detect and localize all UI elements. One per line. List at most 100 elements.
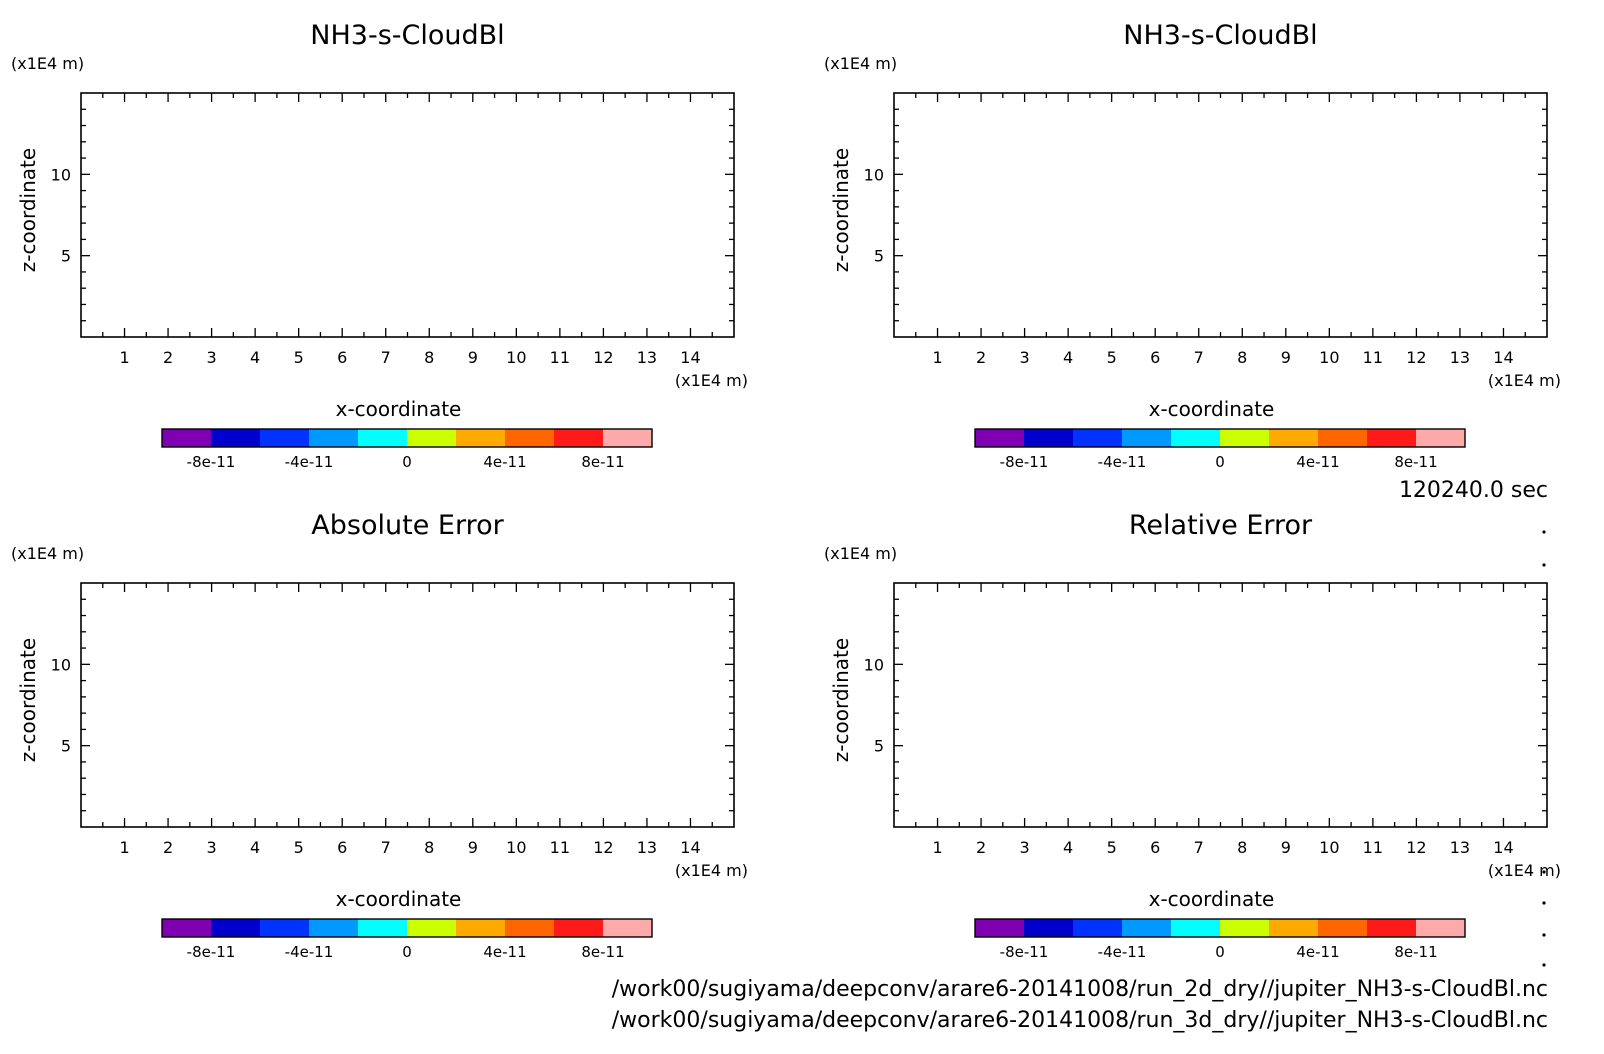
- x-tick-label: 10: [506, 348, 526, 367]
- x-unit-label: (x1E4 m): [1488, 861, 1561, 880]
- x-tick-label: 2: [163, 348, 173, 367]
- colorbar: -8e-11 -4e-11 0 4e-11 8e-11: [161, 428, 653, 471]
- y-tick-label: 5: [874, 737, 884, 756]
- x-tick-label: 8: [1237, 348, 1247, 367]
- colorbar-swatch: [554, 429, 604, 447]
- colorbar-swatch: [1171, 429, 1221, 447]
- colorbar-swatch: [1416, 429, 1466, 447]
- colorbar-label: 0: [1215, 453, 1225, 471]
- x-axis-label: x-coordinate: [1149, 887, 1275, 911]
- y-axis-label: z-coordinate: [829, 148, 853, 272]
- colorbar-swatch: [358, 429, 408, 447]
- x-axis-label: x-coordinate: [1149, 397, 1275, 421]
- colorbar-frame: [974, 918, 1466, 938]
- x-tick-label: 7: [381, 838, 391, 857]
- colorbar-label: -4e-11: [1098, 453, 1147, 471]
- colorbar-swatch: [1367, 429, 1417, 447]
- colorbar-label: -8e-11: [1000, 453, 1049, 471]
- colorbar-label: -4e-11: [285, 943, 334, 961]
- colorbar-swatch: [1171, 919, 1221, 937]
- plot-frame: [893, 582, 1548, 828]
- colorbar-label: 8e-11: [1394, 453, 1437, 471]
- x-tick-label: 6: [337, 348, 347, 367]
- colorbar-label: 4e-11: [483, 453, 526, 471]
- colorbar-swatch: [1416, 919, 1466, 937]
- colorbar-swatch: [1220, 919, 1270, 937]
- colorbar-swatch: [505, 429, 555, 447]
- x-tick-label: 12: [593, 348, 613, 367]
- x-tick-label: 11: [550, 838, 570, 857]
- x-tick-label: 3: [1020, 838, 1030, 857]
- colorbar-frame: [974, 428, 1466, 448]
- x-tick-label: 4: [250, 838, 260, 857]
- x-tick-label: 10: [1319, 838, 1339, 857]
- x-tick-label: 13: [637, 348, 657, 367]
- panel-title: NH3-s-CloudBl: [1123, 20, 1317, 51]
- plot-frame: [80, 92, 735, 338]
- colorbar-label: -8e-11: [187, 453, 236, 471]
- x-tick-label: 9: [1281, 838, 1291, 857]
- x-tick-label: 3: [1020, 348, 1030, 367]
- x-tick-label: 13: [1450, 838, 1470, 857]
- x-unit-label: (x1E4 m): [1488, 371, 1561, 390]
- y-tick-label: 5: [61, 247, 71, 266]
- colorbar-label: 0: [402, 453, 412, 471]
- colorbar-swatch: [1024, 919, 1074, 937]
- x-tick-label: 14: [680, 838, 700, 857]
- panel-title: Relative Error: [1129, 510, 1313, 541]
- x-tick-label: 11: [550, 348, 570, 367]
- x-tick-label: 5: [294, 838, 304, 857]
- x-tick-label: 2: [976, 838, 986, 857]
- colorbar-swatch: [1073, 429, 1123, 447]
- x-tick-label: 14: [680, 348, 700, 367]
- x-axis-label: x-coordinate: [336, 397, 462, 421]
- colorbar-swatch: [456, 919, 506, 937]
- y-tick-label: 10: [51, 165, 71, 184]
- colorbar-label: -8e-11: [1000, 943, 1049, 961]
- x-tick-label: 2: [163, 838, 173, 857]
- x-tick-label: 13: [637, 838, 657, 857]
- colorbar-label: -8e-11: [187, 943, 236, 961]
- x-tick-label: 6: [337, 838, 347, 857]
- colorbar-swatch: [603, 429, 653, 447]
- colorbar-swatch: [260, 429, 310, 447]
- panel-3: Absolute Error(x1E4 m)1 2 3 4 5 6 7 8 9 10 11 12 13 1…: [11, 510, 748, 961]
- x-tick-label: 12: [1406, 348, 1426, 367]
- x-tick-label: 4: [1063, 348, 1073, 367]
- x-tick-label: 5: [1107, 348, 1117, 367]
- x-tick-label: 11: [1363, 838, 1383, 857]
- y-axis-label: z-coordinate: [16, 148, 40, 272]
- colorbar-swatch: [1269, 919, 1319, 937]
- colorbar-label: 0: [402, 943, 412, 961]
- colorbar-swatch: [1024, 429, 1074, 447]
- x-tick-label: 1: [932, 348, 942, 367]
- colorbar: -8e-11 -4e-11 0 4e-11 8e-11: [974, 428, 1466, 471]
- x-tick-label: 14: [1493, 838, 1513, 857]
- x-tick-label: 7: [1194, 348, 1204, 367]
- x-tick-label: 8: [1237, 838, 1247, 857]
- colorbar: -8e-11 -4e-11 0 4e-11 8e-11: [974, 918, 1466, 961]
- colorbar-swatch: [358, 919, 408, 937]
- y-axis-label: z-coordinate: [829, 638, 853, 762]
- colorbar-swatch: [1122, 919, 1172, 937]
- x-unit-label: (x1E4 m): [675, 371, 748, 390]
- y-tick-label: 10: [864, 655, 884, 674]
- colorbar-swatch: [162, 429, 212, 447]
- x-tick-label: 8: [424, 838, 434, 857]
- colorbar-swatch: [975, 429, 1025, 447]
- y-unit-label: (x1E4 m): [11, 54, 84, 73]
- x-tick-label: 1: [119, 838, 129, 857]
- time-label: 120240.0 sec: [1399, 478, 1548, 503]
- colorbar-frame: [161, 918, 653, 938]
- panel-1: NH3-s-CloudBl(x1E4 m)1 2 3 4 5 6 7 8 9 10 11 12 13 14…: [11, 20, 748, 471]
- colorbar-swatch: [162, 919, 212, 937]
- x-tick-label: 6: [1150, 348, 1160, 367]
- x-tick-label: 5: [294, 348, 304, 367]
- y-unit-label: (x1E4 m): [11, 544, 84, 563]
- colorbar-label: 0: [1215, 943, 1225, 961]
- panel-title: Absolute Error: [311, 510, 504, 541]
- x-tick-label: 10: [1319, 348, 1339, 367]
- y-tick-label: 10: [51, 655, 71, 674]
- x-tick-label: 9: [468, 838, 478, 857]
- colorbar-swatch: [1269, 429, 1319, 447]
